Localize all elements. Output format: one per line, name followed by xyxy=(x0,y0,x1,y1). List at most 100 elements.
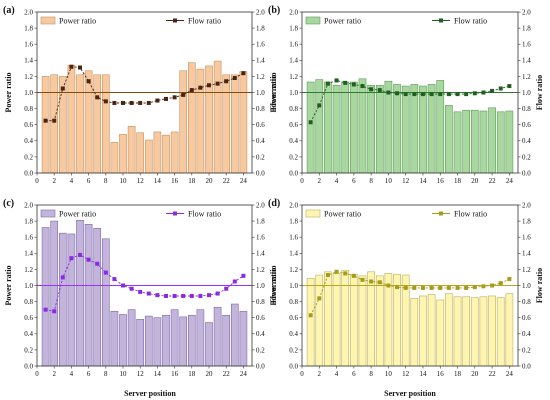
power-bar xyxy=(324,81,332,174)
power-bar xyxy=(179,70,188,174)
flow-ratio-point xyxy=(351,82,356,87)
y-tick-label-right: 0.4 xyxy=(256,137,265,145)
flow-ratio-point xyxy=(121,100,125,105)
x-tick-label: 4 xyxy=(70,370,74,378)
x-tick-label: 12 xyxy=(402,177,410,185)
flow-ratio-point xyxy=(207,83,211,88)
y-tick-label-right: 1.8 xyxy=(522,25,531,33)
x-tick-label: 0 xyxy=(300,370,304,378)
x-tick-label: 8 xyxy=(104,177,108,185)
flow-ratio-point xyxy=(420,92,425,97)
flow-ratio-point xyxy=(395,91,400,96)
power-bar xyxy=(358,275,367,367)
y-tick-label-right: 1.0 xyxy=(522,89,531,97)
power-bar xyxy=(41,227,50,367)
x-tick-label: 6 xyxy=(352,177,356,185)
y-tick-label-right: 0.6 xyxy=(256,121,265,129)
y-tick-label-left: 1.4 xyxy=(289,57,298,65)
y-tick-label-right: 0.2 xyxy=(522,346,531,354)
x-axis-label-bottom-left: Server position xyxy=(124,389,176,398)
power-bar xyxy=(58,232,67,367)
power-bar xyxy=(315,79,324,174)
flow-ratio-point xyxy=(403,285,408,290)
power-bar xyxy=(496,297,505,367)
power-bar xyxy=(462,109,471,174)
power-bar xyxy=(41,76,50,174)
y-tick-label-right: 0.0 xyxy=(522,169,531,177)
y-tick-label-left: 2.0 xyxy=(24,201,33,209)
flow-ratio-point xyxy=(146,100,151,105)
flow-ratio-point xyxy=(224,79,229,84)
flow-ratio-point xyxy=(395,285,400,290)
power-bar xyxy=(50,220,59,367)
power-bar xyxy=(93,228,102,367)
power-bar xyxy=(367,84,375,174)
y-tick-label-right: 0.6 xyxy=(522,314,531,322)
y-tick-label-left: 1.8 xyxy=(289,218,298,226)
flow-ratio-point xyxy=(481,284,486,289)
y-tick-label-left: 0.6 xyxy=(289,121,298,129)
y-tick-label-left: 0.2 xyxy=(289,153,298,161)
flow-ratio-line xyxy=(45,254,244,312)
power-bar xyxy=(93,74,102,174)
power-bar xyxy=(479,296,488,367)
flow-ratio-point xyxy=(189,293,194,298)
y-tick-label-right: 2.0 xyxy=(256,8,265,16)
flow-ratio-point xyxy=(232,279,237,284)
y-tick-label-left: 0.4 xyxy=(289,137,298,145)
y-tick-label-right: 0.0 xyxy=(522,362,531,370)
y-tick-label-right: 1.8 xyxy=(256,218,265,226)
x-tick-label: 8 xyxy=(369,370,373,378)
y-tick-label-right: 1.0 xyxy=(522,282,531,290)
y-tick-label-left: 1.2 xyxy=(24,266,33,274)
flow-ratio-point xyxy=(172,95,177,100)
power-bar xyxy=(213,60,222,174)
x-tick-label: 16 xyxy=(171,177,179,185)
x-tick-label: 10 xyxy=(120,177,128,185)
panel-label: (c) xyxy=(3,198,14,209)
flow-ratio-point xyxy=(377,280,382,285)
flow-ratio-point xyxy=(112,100,117,105)
power-bar xyxy=(375,84,384,174)
x-tick-label: 24 xyxy=(240,370,248,378)
flow-ratio-point xyxy=(412,285,417,290)
x-tick-label: 0 xyxy=(35,177,39,185)
flow-ratio-point xyxy=(507,84,512,89)
y-tick-label-left: 0.2 xyxy=(289,346,298,354)
y-tick-label-right: 1.8 xyxy=(522,218,531,226)
y-axis-title-right: Flow ratio xyxy=(535,268,544,303)
flow-ratio-point xyxy=(325,273,330,278)
flow-ratio-point xyxy=(308,120,313,125)
flow-ratio-point xyxy=(438,285,443,290)
flow-ratio-point xyxy=(472,285,477,290)
power-bar xyxy=(239,71,248,174)
flow-ratio-point xyxy=(43,118,48,123)
x-tick-label: 2 xyxy=(52,370,56,378)
power-bar xyxy=(136,319,145,367)
power-bar xyxy=(332,273,341,367)
flow-ratio-point xyxy=(464,285,469,290)
y-tick-label-right: 0.6 xyxy=(522,121,531,129)
x-tick-label: 4 xyxy=(335,370,339,378)
power-bar xyxy=(341,269,350,367)
flow-ratio-point xyxy=(198,85,203,90)
power-bar xyxy=(410,84,419,174)
panel-label: (b) xyxy=(268,5,280,16)
y-axis-title-left: Power ratio xyxy=(269,72,278,112)
flow-ratio-point xyxy=(60,275,65,280)
power-bar xyxy=(187,62,196,174)
flow-ratio-point xyxy=(464,92,469,97)
x-tick-label: 14 xyxy=(154,177,162,185)
power-bar xyxy=(488,295,496,367)
panel-label: (a) xyxy=(3,5,15,16)
y-tick-label-right: 1.8 xyxy=(256,25,265,33)
panel-1: (a)0 2 4 6 8 10 12 14 16 18 20 22 240.0 0.00.2 0.20.4 0… xyxy=(3,5,278,185)
flow-ratio-point xyxy=(146,291,151,296)
flow-ratio-point xyxy=(360,277,365,282)
y-tick-label-left: 0.0 xyxy=(24,169,33,177)
power-bar xyxy=(136,132,145,174)
flow-ratio-line xyxy=(310,79,510,123)
y-tick-label-left: 2.0 xyxy=(289,8,298,16)
power-bar xyxy=(119,134,127,174)
